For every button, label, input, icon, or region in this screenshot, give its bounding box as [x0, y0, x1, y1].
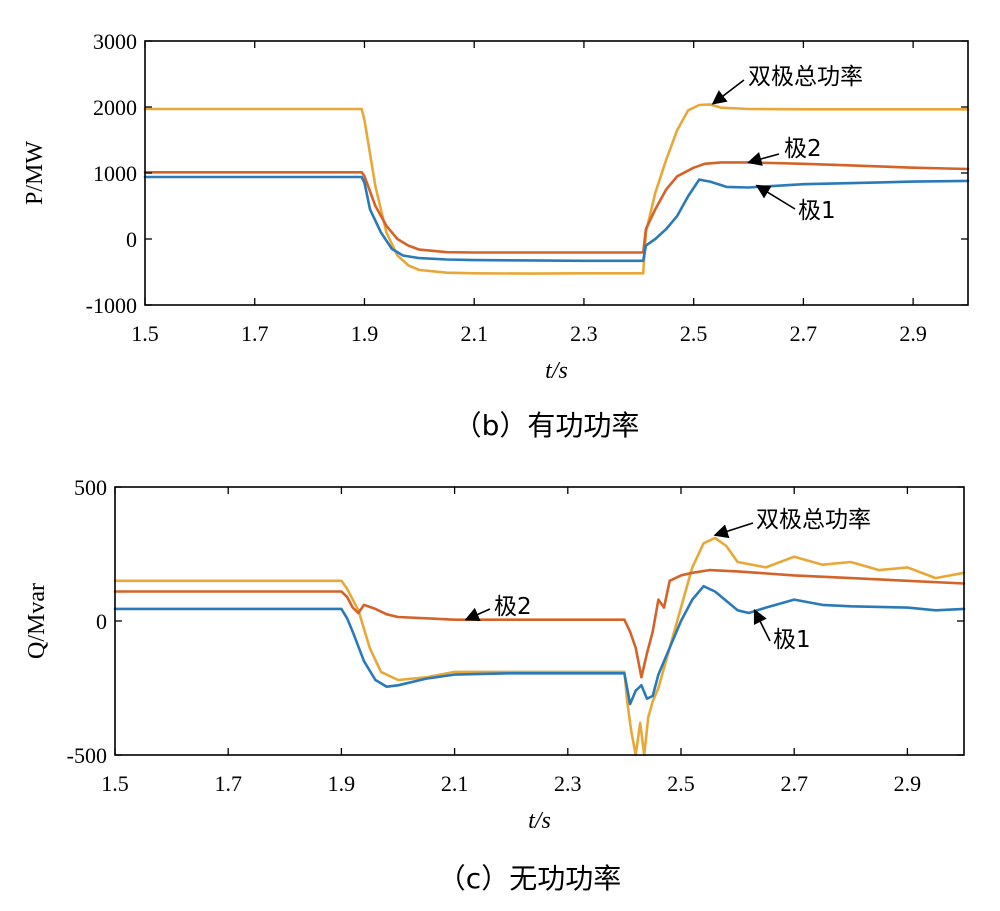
series-line-pole1	[143, 175, 970, 263]
y-tick-label: -500	[67, 743, 107, 768]
chart-caption: （c）无功功率	[438, 862, 621, 895]
x-tick-label: 1.9	[328, 771, 356, 796]
x-tick-label: 1.5	[131, 321, 159, 346]
x-tick-label: 1.5	[101, 771, 129, 796]
y-axis-label: P/MW	[22, 141, 48, 205]
annotation-label-pole2: 极2	[784, 136, 822, 162]
annotation-label-bipolar-total: 双极总功率	[748, 64, 863, 90]
x-tick-label: 2.7	[790, 321, 818, 346]
active-power-chart: 1.5 1.7 1.9 2.1 2.3 2.5 2.7 2.9 -1000 0 1000 2000 30…	[22, 29, 970, 442]
series-group	[113, 536, 966, 757]
chart-caption: （b）有功功率	[454, 409, 640, 442]
series-line-pole2	[113, 568, 966, 679]
x-axis-label: t/s	[545, 358, 568, 384]
series-line-bipolar-total	[143, 103, 970, 275]
x-tick-label: 1.7	[241, 321, 269, 346]
y-tick-label: 0	[96, 609, 107, 634]
annotation-arrow-pole2	[464, 607, 491, 621]
x-tick-label: 2.7	[780, 771, 808, 796]
annotation-label-pole1: 极1	[773, 627, 811, 653]
y-tick-label: 0	[126, 227, 137, 252]
y-axis-label: Q/Mvar	[24, 583, 50, 659]
y-tick-label: -1000	[86, 293, 137, 318]
y-tick-label: 2000	[93, 95, 137, 120]
annotation-label-pole2: 极2	[494, 594, 532, 620]
x-tick-label: 2.5	[680, 321, 708, 346]
annotation-arrow-pole2	[747, 152, 780, 166]
x-axis-label: t/s	[528, 808, 551, 834]
annotation-arrow-pole1	[755, 184, 796, 210]
x-tick-label: 1.7	[214, 771, 242, 796]
reactive-power-chart: 1.5 1.7 1.9 2.1 2.3 2.5 2.7 2.9 -500 0 500 t/s Q/Mva…	[24, 475, 966, 895]
annotation-arrow-bipolar-total	[713, 522, 754, 539]
annotation-label-bipolar-total: 双极总功率	[756, 507, 871, 533]
x-tick-label: 1.9	[351, 321, 379, 346]
y-tick-label: 1000	[93, 161, 137, 186]
series-group	[143, 103, 970, 275]
annotation-arrow-bipolar-total	[711, 79, 745, 105]
annotation-label-pole1: 极1	[798, 198, 836, 224]
x-tick-label: 2.9	[894, 771, 922, 796]
series-line-pole1	[113, 584, 966, 706]
x-tick-label: 2.9	[899, 321, 927, 346]
series-line-bipolar-total	[113, 536, 966, 757]
y-tick-label: 500	[74, 475, 107, 500]
x-tick-label: 2.3	[570, 321, 598, 346]
x-tick-label: 2.5	[667, 771, 695, 796]
x-tick-label: 2.1	[441, 771, 469, 796]
annotation-arrow-pole1	[753, 608, 771, 642]
x-tick-label: 2.3	[554, 771, 582, 796]
y-tick-label: 3000	[93, 29, 137, 54]
x-tick-label: 2.1	[460, 321, 488, 346]
